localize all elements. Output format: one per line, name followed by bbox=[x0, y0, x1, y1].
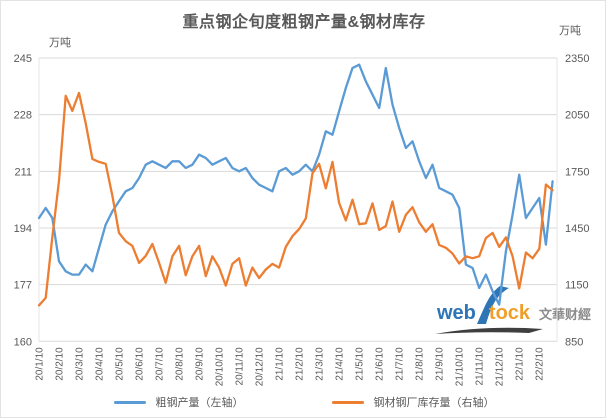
left-axis-tick-label: 160 bbox=[14, 336, 32, 348]
x-axis-tick-label: 21/12/10 bbox=[495, 347, 506, 386]
x-axis-tick-label: 21/6/10 bbox=[375, 347, 386, 381]
left-axis-unit-label: 万吨 bbox=[49, 37, 71, 49]
watermark-decoration bbox=[435, 286, 543, 334]
watermark-web-text: web bbox=[437, 302, 476, 324]
x-axis-tick-label: 21/10/10 bbox=[455, 347, 466, 386]
x-axis-tick-label: 22/1/10 bbox=[515, 347, 526, 381]
x-axis-tick-label: 21/5/10 bbox=[355, 347, 366, 381]
right-axis-tick-label: 1450 bbox=[565, 223, 589, 235]
x-axis-tick-label: 20/10/10 bbox=[215, 347, 226, 386]
legend-item-inventory: 钢材钢厂库存量（右轴） bbox=[331, 394, 495, 410]
x-axis-tick-label: 20/2/10 bbox=[55, 347, 66, 381]
right-axis-tick-label: 1750 bbox=[565, 166, 589, 178]
chart-title: 重点钢企旬度粗钢产量&钢材库存 bbox=[182, 14, 426, 31]
x-axis-tick-label: 22/2/10 bbox=[535, 347, 546, 381]
right-axis-tick-label: 850 bbox=[565, 336, 583, 348]
x-axis-tick-label: 21/7/10 bbox=[395, 347, 406, 381]
right-axis-unit-label: 万吨 bbox=[559, 25, 581, 37]
x-axis-tick-label: 20/3/10 bbox=[75, 347, 86, 381]
x-axis-tick-label: 21/11/10 bbox=[475, 347, 486, 386]
x-axis-tick-label: 21/4/10 bbox=[335, 347, 346, 381]
x-axis-tick-label: 20/8/10 bbox=[175, 347, 186, 381]
x-axis-tick-label: 20/4/10 bbox=[95, 347, 106, 381]
production-series-line bbox=[37, 63, 554, 306]
right-axis-tick-label: 2050 bbox=[565, 110, 589, 122]
x-axis-tick-label: 21/2/10 bbox=[295, 347, 306, 381]
watermark-brand-text: 文華财經 bbox=[539, 307, 592, 322]
x-axis-tick-label: 20/7/10 bbox=[155, 347, 166, 381]
inventory-series-line bbox=[37, 91, 554, 307]
legend-item-production: 粗钢产量（左轴） bbox=[113, 394, 244, 410]
x-axis-tick-label: 20/11/10 bbox=[235, 347, 246, 386]
left-axis-tick-label: 245 bbox=[14, 53, 32, 65]
x-axis-tick-label: 21/8/10 bbox=[415, 347, 426, 381]
left-axis-tick-label: 194 bbox=[14, 223, 32, 235]
legend-swatch-orange bbox=[331, 400, 364, 404]
x-axis-tick-label: 20/5/10 bbox=[115, 347, 126, 381]
watermark-tock-text: tock bbox=[488, 302, 531, 324]
legend-swatch-blue bbox=[113, 400, 146, 404]
watermark-underline bbox=[435, 327, 543, 334]
x-axis-tick-label: 20/12/10 bbox=[255, 347, 266, 386]
chart-legend: 粗钢产量（左轴） 钢材钢厂库存量（右轴） bbox=[1, 391, 605, 413]
watermark: web tock 文華财經 bbox=[425, 286, 595, 340]
x-axis-tick-label: 21/3/10 bbox=[315, 347, 326, 381]
x-axis-tick-label: 20/1/10 bbox=[35, 347, 46, 381]
left-axis-tick-label: 177 bbox=[14, 280, 32, 292]
legend-label-production: 粗钢产量（左轴） bbox=[155, 397, 244, 409]
left-axis-tick-label: 228 bbox=[14, 110, 32, 122]
right-axis-tick-label: 2350 bbox=[565, 53, 589, 65]
legend-label-inventory: 钢材钢厂库存量（右轴） bbox=[373, 397, 495, 409]
x-axis-tick-label: 20/9/10 bbox=[195, 347, 206, 381]
x-axis-tick-label: 20/6/10 bbox=[135, 347, 146, 381]
right-axis-tick-label: 1150 bbox=[565, 280, 589, 292]
left-axis-tick-label: 211 bbox=[14, 166, 32, 178]
x-axis-tick-label: 21/1/10 bbox=[275, 347, 286, 381]
watermark-swoosh-icon bbox=[477, 286, 509, 324]
x-axis-tick-label: 21/9/10 bbox=[435, 347, 446, 381]
